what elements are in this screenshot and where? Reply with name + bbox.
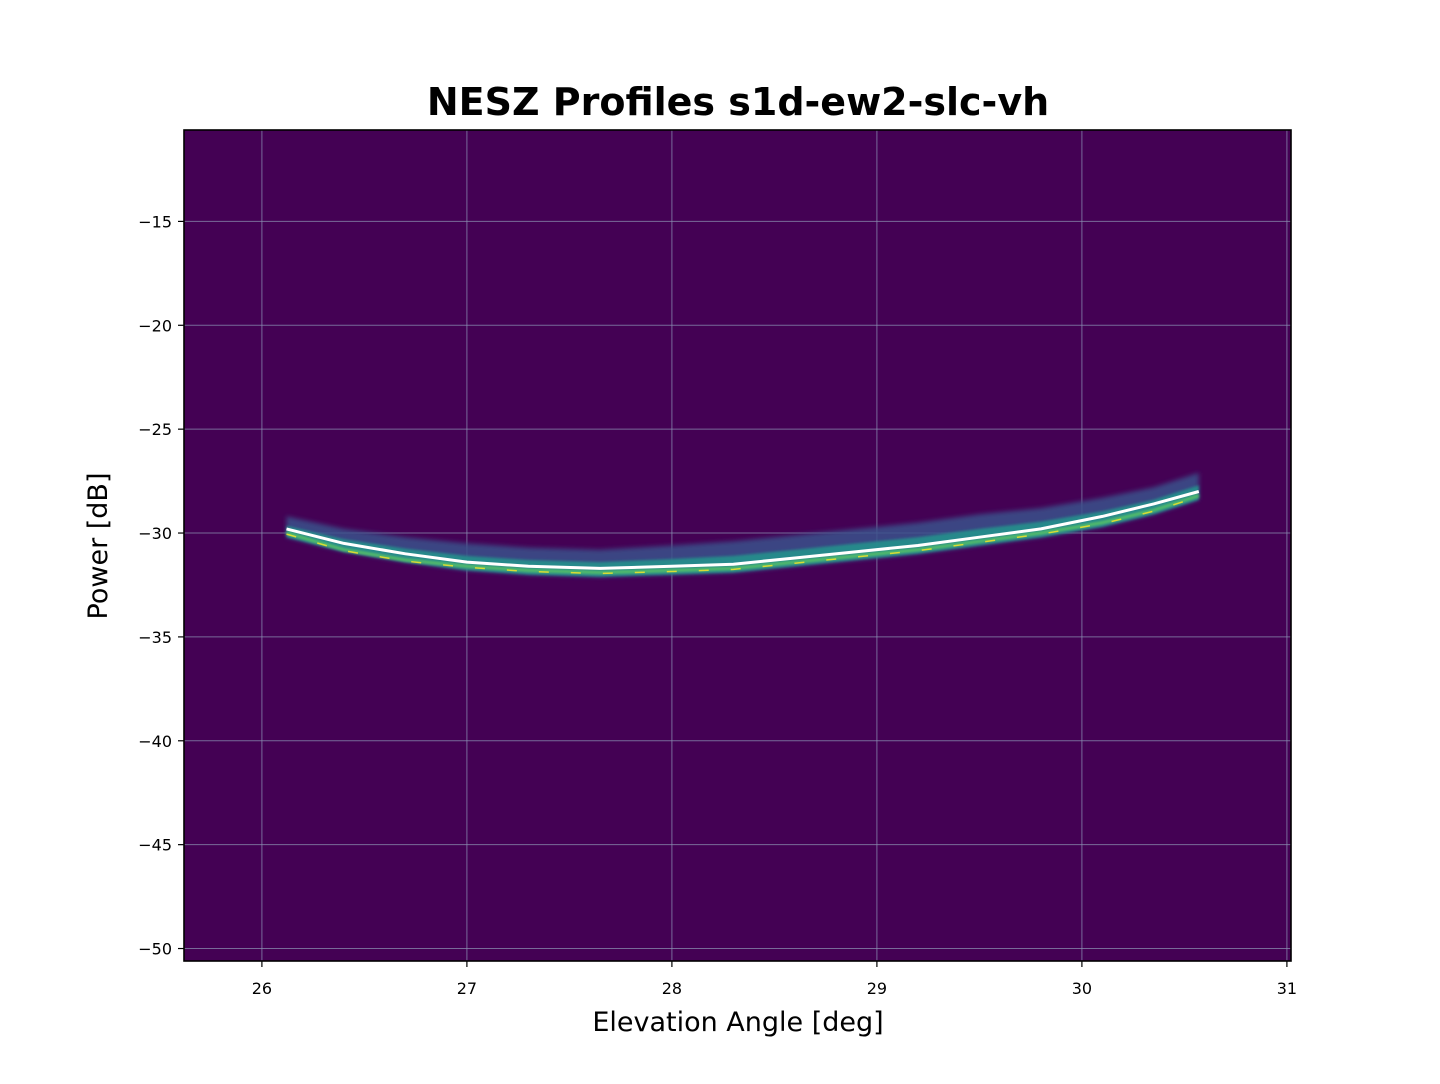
y-axis-label: Power [dB] [83, 473, 114, 620]
x-tick-label: 29 [867, 979, 887, 998]
y-tick-label: −20 [138, 316, 172, 335]
y-tick-label: −30 [138, 524, 172, 543]
y-tick-label: −35 [138, 628, 172, 647]
x-tick-label: 26 [252, 979, 272, 998]
x-tick-label: 27 [457, 979, 477, 998]
x-tick-label: 31 [1277, 979, 1297, 998]
y-tick-label: −40 [138, 732, 172, 751]
density-band-peak [286, 494, 1200, 575]
y-tick-label: −45 [138, 836, 172, 855]
y-tick-label: −15 [138, 212, 172, 231]
y-tick-label: −25 [138, 420, 172, 439]
x-tick-label: 28 [662, 979, 682, 998]
y-tick-label: −50 [138, 940, 172, 959]
mean-profile-line [286, 490, 1200, 570]
density-band-outer [286, 472, 1199, 577]
plot-frame [183, 129, 1292, 962]
chart-title: NESZ Profiles s1d-ew2-slc-vh [427, 80, 1049, 124]
heatmap-layer [286, 472, 1200, 577]
y-axis-ticks: −15 −20 −25 −30 −35 −40 −45 −50 [138, 212, 184, 959]
density-peak-highlights [286, 495, 1200, 575]
x-axis-label: Elevation Angle [deg] [592, 1007, 883, 1038]
x-axis-ticks: 26 27 28 29 30 31 [252, 961, 1297, 998]
x-tick-label: 30 [1072, 979, 1092, 998]
